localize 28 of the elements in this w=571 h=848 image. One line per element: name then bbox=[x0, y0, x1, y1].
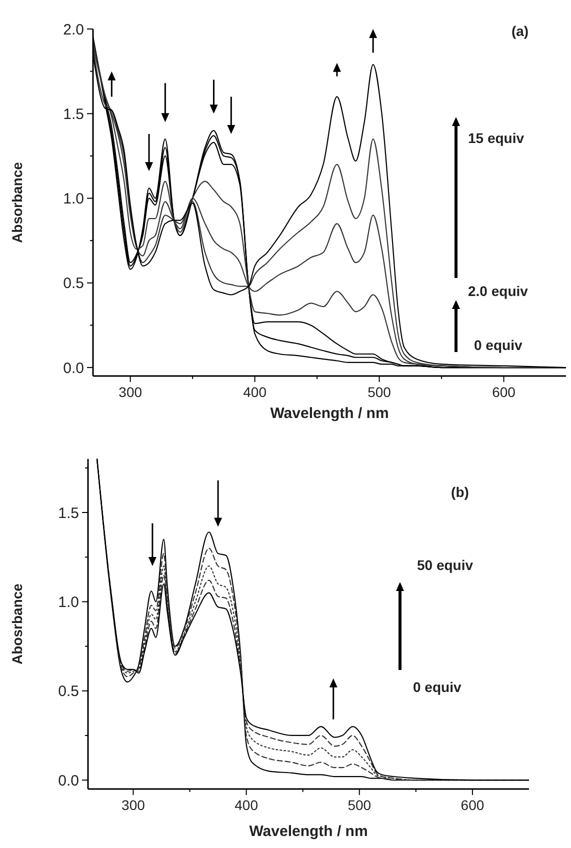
y-tick-label: 2.0 bbox=[63, 21, 84, 38]
y-axis-title: Absorbance bbox=[9, 162, 25, 243]
y-tick-label: 0.5 bbox=[58, 683, 79, 700]
y-tick-label: 0.0 bbox=[58, 772, 79, 790]
y-tick-label: 1.0 bbox=[58, 594, 79, 611]
y-tick-label: 0.0 bbox=[63, 360, 84, 377]
x-tick-label: 500 bbox=[348, 797, 372, 813]
x-axis-title: Wavelength / nm bbox=[249, 823, 368, 840]
x-tick-label: 600 bbox=[492, 384, 516, 400]
y-tick-label: 1.5 bbox=[58, 504, 79, 522]
annotation: 50 equiv bbox=[417, 557, 474, 573]
text: (b) bbox=[451, 484, 469, 500]
annotation: 2.0 equiv bbox=[468, 283, 528, 299]
x-tick-label: 300 bbox=[122, 797, 146, 813]
annotation: 15 equiv bbox=[468, 130, 524, 146]
annotation: 0 equiv bbox=[474, 337, 522, 353]
x-tick-label: 500 bbox=[368, 384, 392, 400]
x-axis-title: Wavelength / nm bbox=[270, 405, 389, 422]
x-tick-label: 300 bbox=[118, 384, 142, 400]
y-tick-label: 1.0 bbox=[63, 190, 84, 208]
x-tick-label: 400 bbox=[234, 797, 258, 813]
chart-title: (a) bbox=[511, 23, 529, 39]
y-axis-title: Abosrbance bbox=[9, 583, 25, 664]
annotation: 0 equiv bbox=[413, 679, 462, 695]
y-tick-label: 0.5 bbox=[63, 275, 84, 292]
x-tick-label: 600 bbox=[460, 797, 484, 813]
y-tick-label: 1.5 bbox=[63, 106, 84, 123]
x-tick-label: 400 bbox=[243, 384, 267, 400]
